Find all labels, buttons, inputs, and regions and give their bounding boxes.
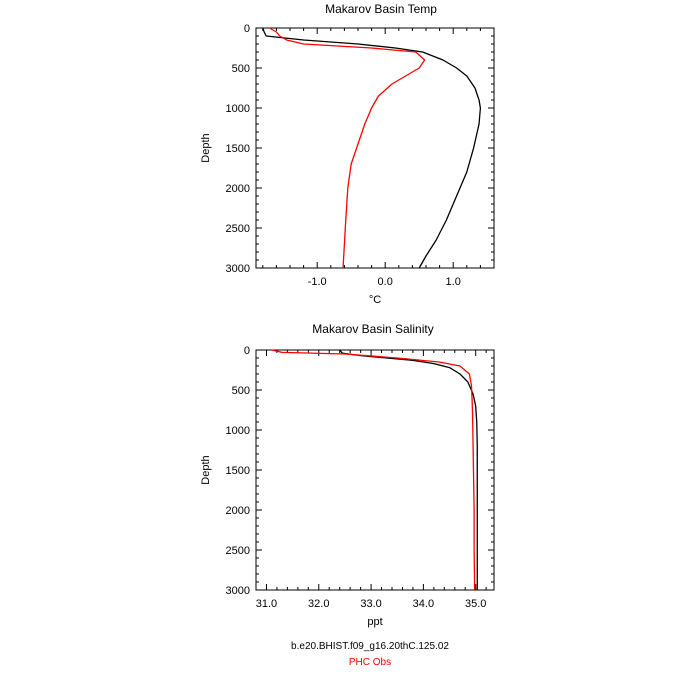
y-tick-label: 1500: [226, 143, 250, 155]
observations-label: PHC Obs: [348, 657, 392, 668]
temperature-chart-title: Makarov Basin Temp: [325, 2, 437, 16]
x-tick-label: 1.0: [446, 276, 461, 288]
y-tick-label: 1000: [226, 425, 250, 437]
plot-frame: [255, 27, 495, 269]
series-line-obs: [271, 349, 476, 591]
salinity-profile-chart: 0 500 1000 1500 2000 2500 3000 31.0 32.0 33.0 34.0…: [200, 345, 495, 628]
x-tick-label: 34.0: [413, 598, 434, 610]
y-tick-label: 3000: [226, 585, 250, 597]
y-tick-label: 500: [232, 63, 250, 75]
y-tick-label: 2000: [226, 505, 250, 517]
x-axis-label: °C: [369, 294, 381, 306]
x-tick-label: 35.0: [465, 598, 486, 610]
y-tick-label: 500: [232, 385, 250, 397]
y-axis-label: Depth: [200, 133, 212, 162]
y-tick-label: 2000: [226, 183, 250, 195]
x-tick-label: 0.0: [378, 276, 393, 288]
salinity-chart-title: Makarov Basin Salinity: [312, 322, 434, 336]
y-tick-label: 0: [244, 23, 250, 35]
series-line-model: [339, 349, 478, 590]
x-tick-label: 31.0: [256, 598, 277, 610]
y-tick-label: 2500: [226, 545, 250, 557]
x-tick-label: 32.0: [308, 598, 329, 610]
y-tick-label: 2500: [226, 223, 250, 235]
series-line-obs: [269, 27, 426, 269]
y-tick-label: 1500: [226, 465, 250, 477]
model-run-label: b.e20.BHIST.f09_g16.20thC.125.02: [291, 641, 449, 652]
y-tick-label: 3000: [226, 263, 250, 275]
x-axis-label: ppt: [367, 616, 382, 628]
x-tick-label: 33.0: [360, 598, 381, 610]
temperature-profile-chart: 0 500 1000 1500 2000 2500 3000 -1.0 0.0 1.0 °C Dept…: [200, 23, 495, 306]
y-axis-label: Depth: [200, 455, 212, 484]
x-tick-label: -1.0: [308, 276, 327, 288]
y-tick-label: 0: [244, 345, 250, 357]
series-line-model: [262, 27, 482, 269]
y-tick-label: 1000: [226, 103, 250, 115]
plot-frame: [255, 349, 495, 591]
